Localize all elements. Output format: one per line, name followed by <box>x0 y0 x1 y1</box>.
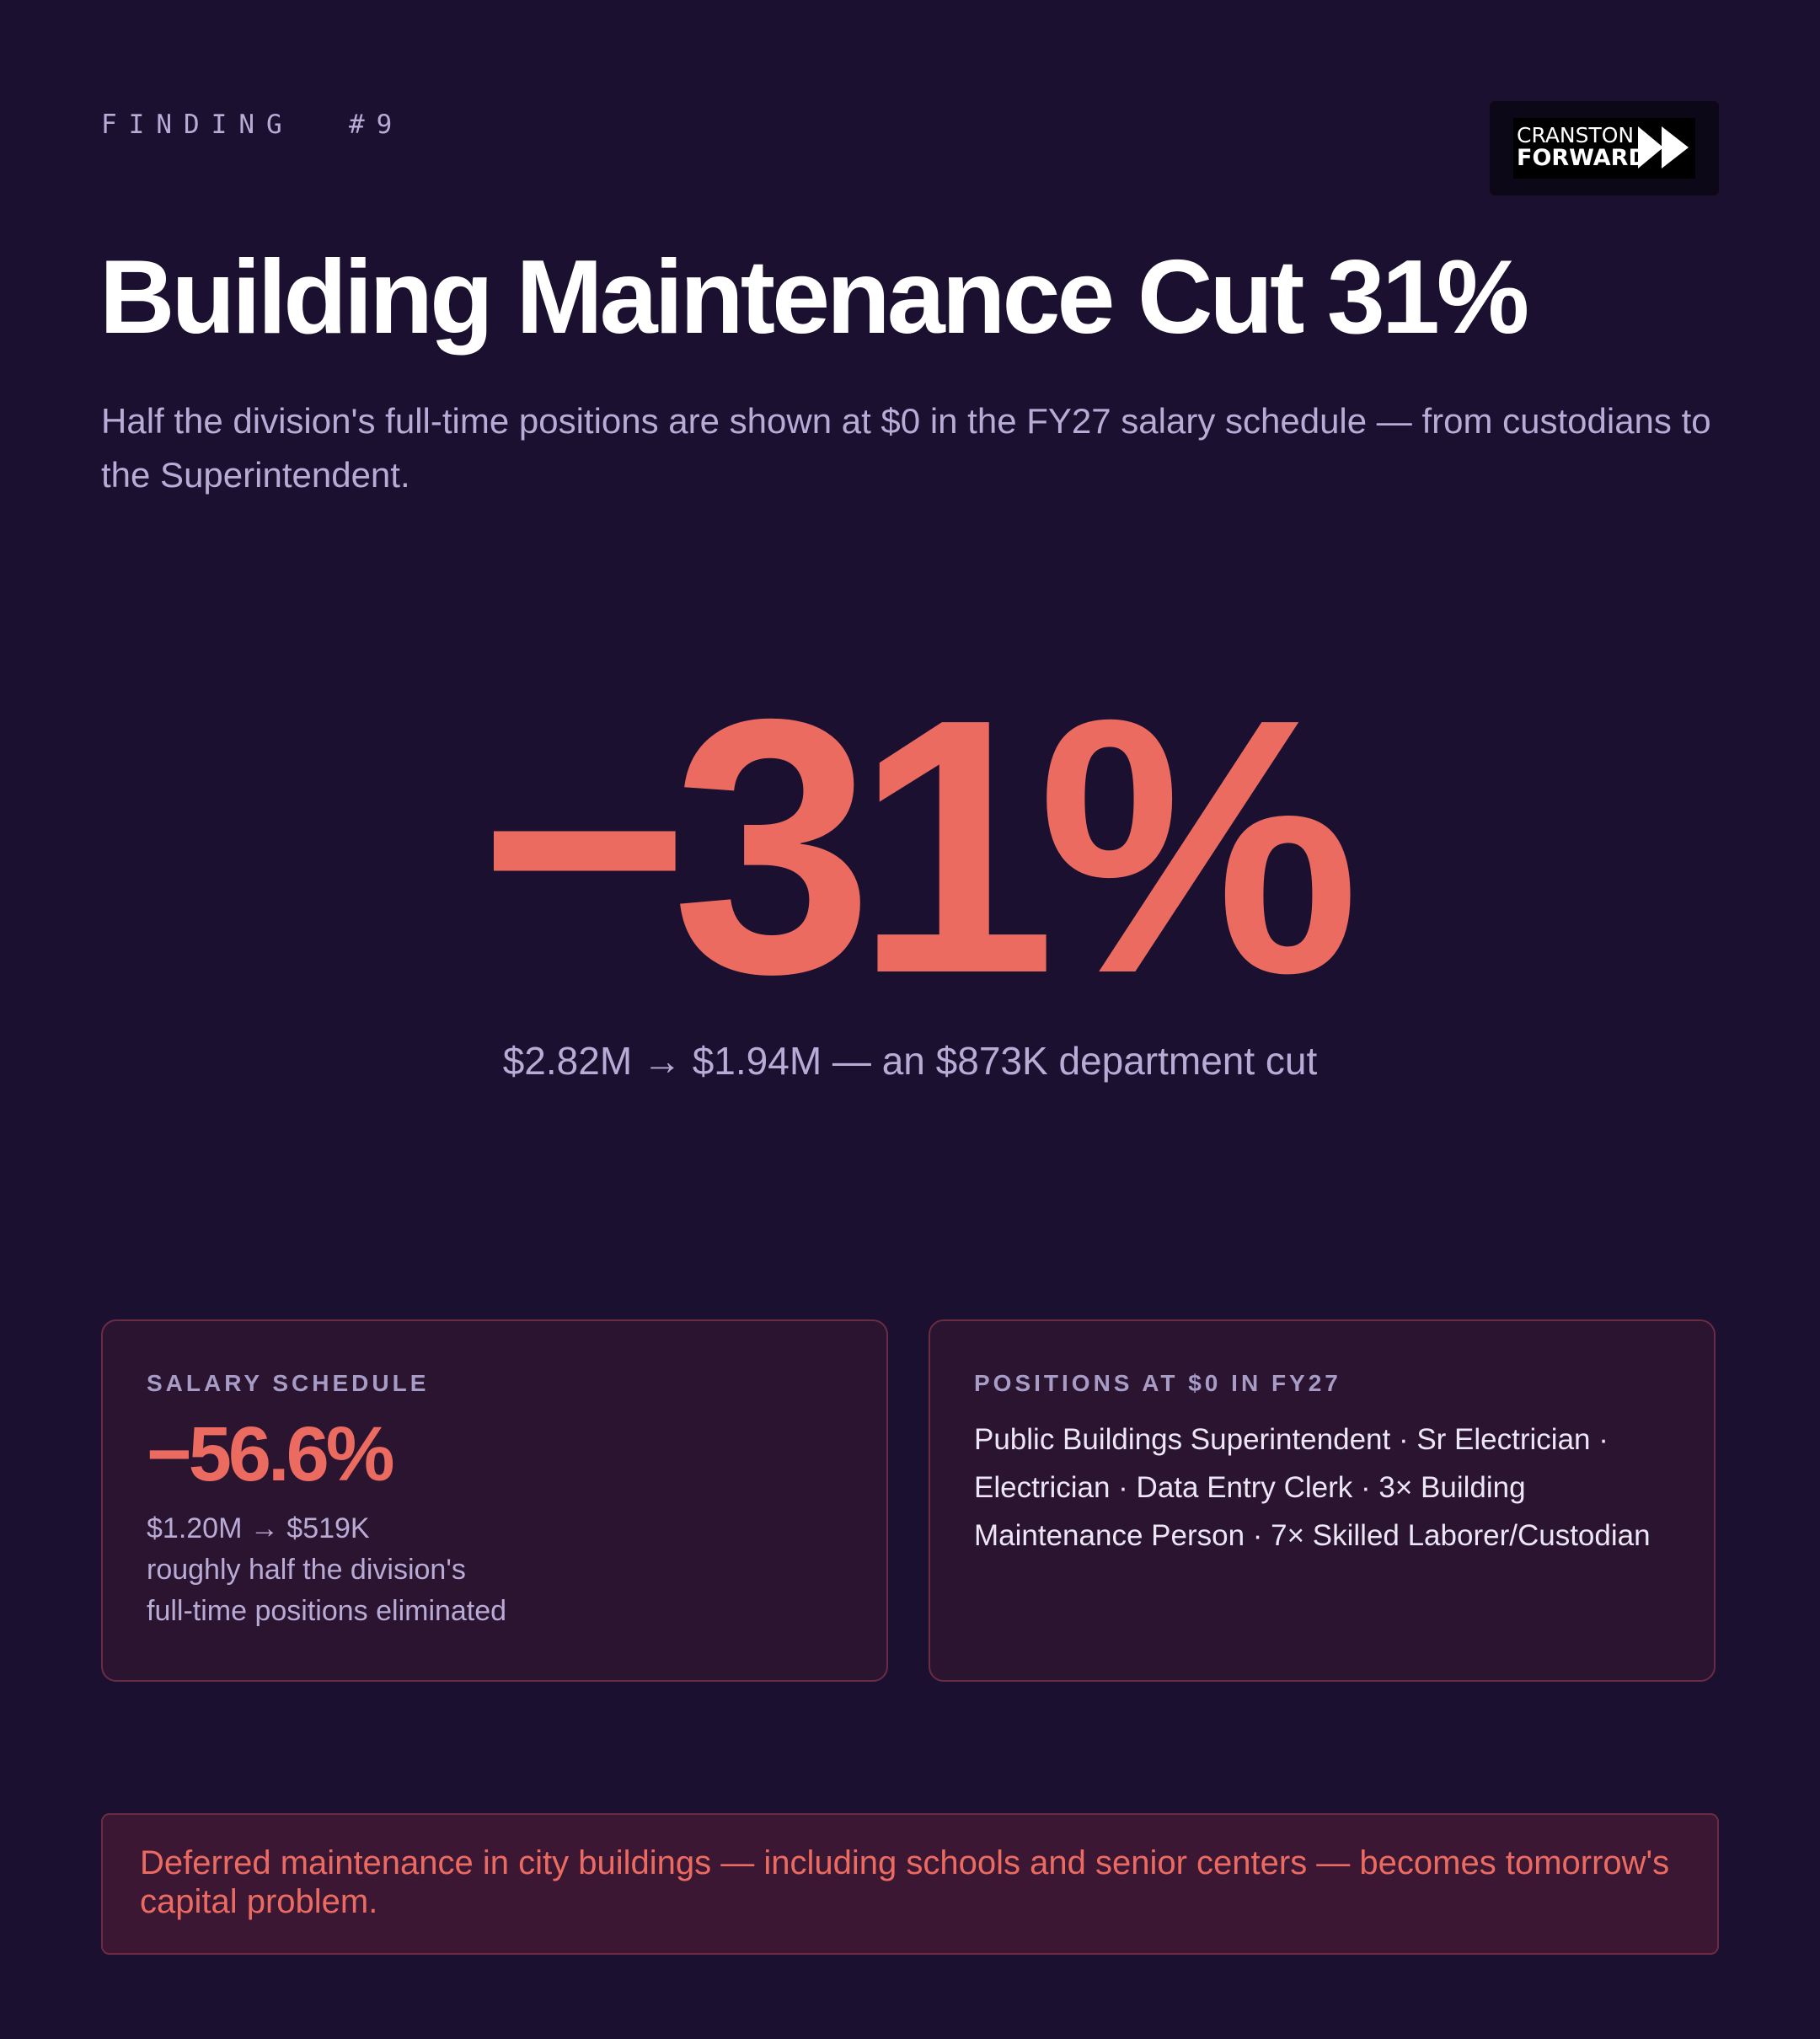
cranston-forward-logo: CRANSTON FORWARD <box>1490 101 1719 195</box>
salary-change: $1.20M → $519K <box>147 1512 370 1544</box>
salary-schedule-card: SALARY SCHEDULE −56.6% $1.20M → $519K ro… <box>101 1319 888 1682</box>
callout-text: Deferred maintenance in city buildings —… <box>140 1844 1670 1920</box>
card-label: SALARY SCHEDULE <box>147 1370 430 1396</box>
card-label: POSITIONS AT $0 IN FY27 <box>974 1370 1341 1396</box>
card-value: −56.6% <box>147 1411 395 1497</box>
page-title: Building Maintenance Cut 31% <box>99 239 1529 356</box>
card-detail: $1.20M → $519K roughly half the division… <box>147 1508 506 1632</box>
page-subtitle: Half the division's full-time positions … <box>101 401 1711 495</box>
hero-caption: $2.82M → $1.94M — an $873K department cu… <box>502 1039 1318 1083</box>
logo-line-1: CRANSTON <box>1517 123 1635 147</box>
logo-mark: CRANSTON FORWARD <box>1513 118 1695 179</box>
logo-line-2: FORWARD <box>1517 145 1647 171</box>
positions-list: Public Buildings Superintendent · Sr Ele… <box>974 1423 1651 1552</box>
salary-note-line-2: full-time positions eliminated <box>147 1595 507 1627</box>
finding-number: FINDING #9 <box>101 110 404 140</box>
positions-card: POSITIONS AT $0 IN FY27 Public Buildings… <box>929 1319 1716 1682</box>
fast-forward-icon <box>1638 126 1689 169</box>
callout-box: Deferred maintenance in city buildings —… <box>101 1813 1719 1955</box>
hero-percentage: −31% <box>479 645 1360 1049</box>
salary-note-line-1: roughly half the division's <box>147 1554 466 1586</box>
